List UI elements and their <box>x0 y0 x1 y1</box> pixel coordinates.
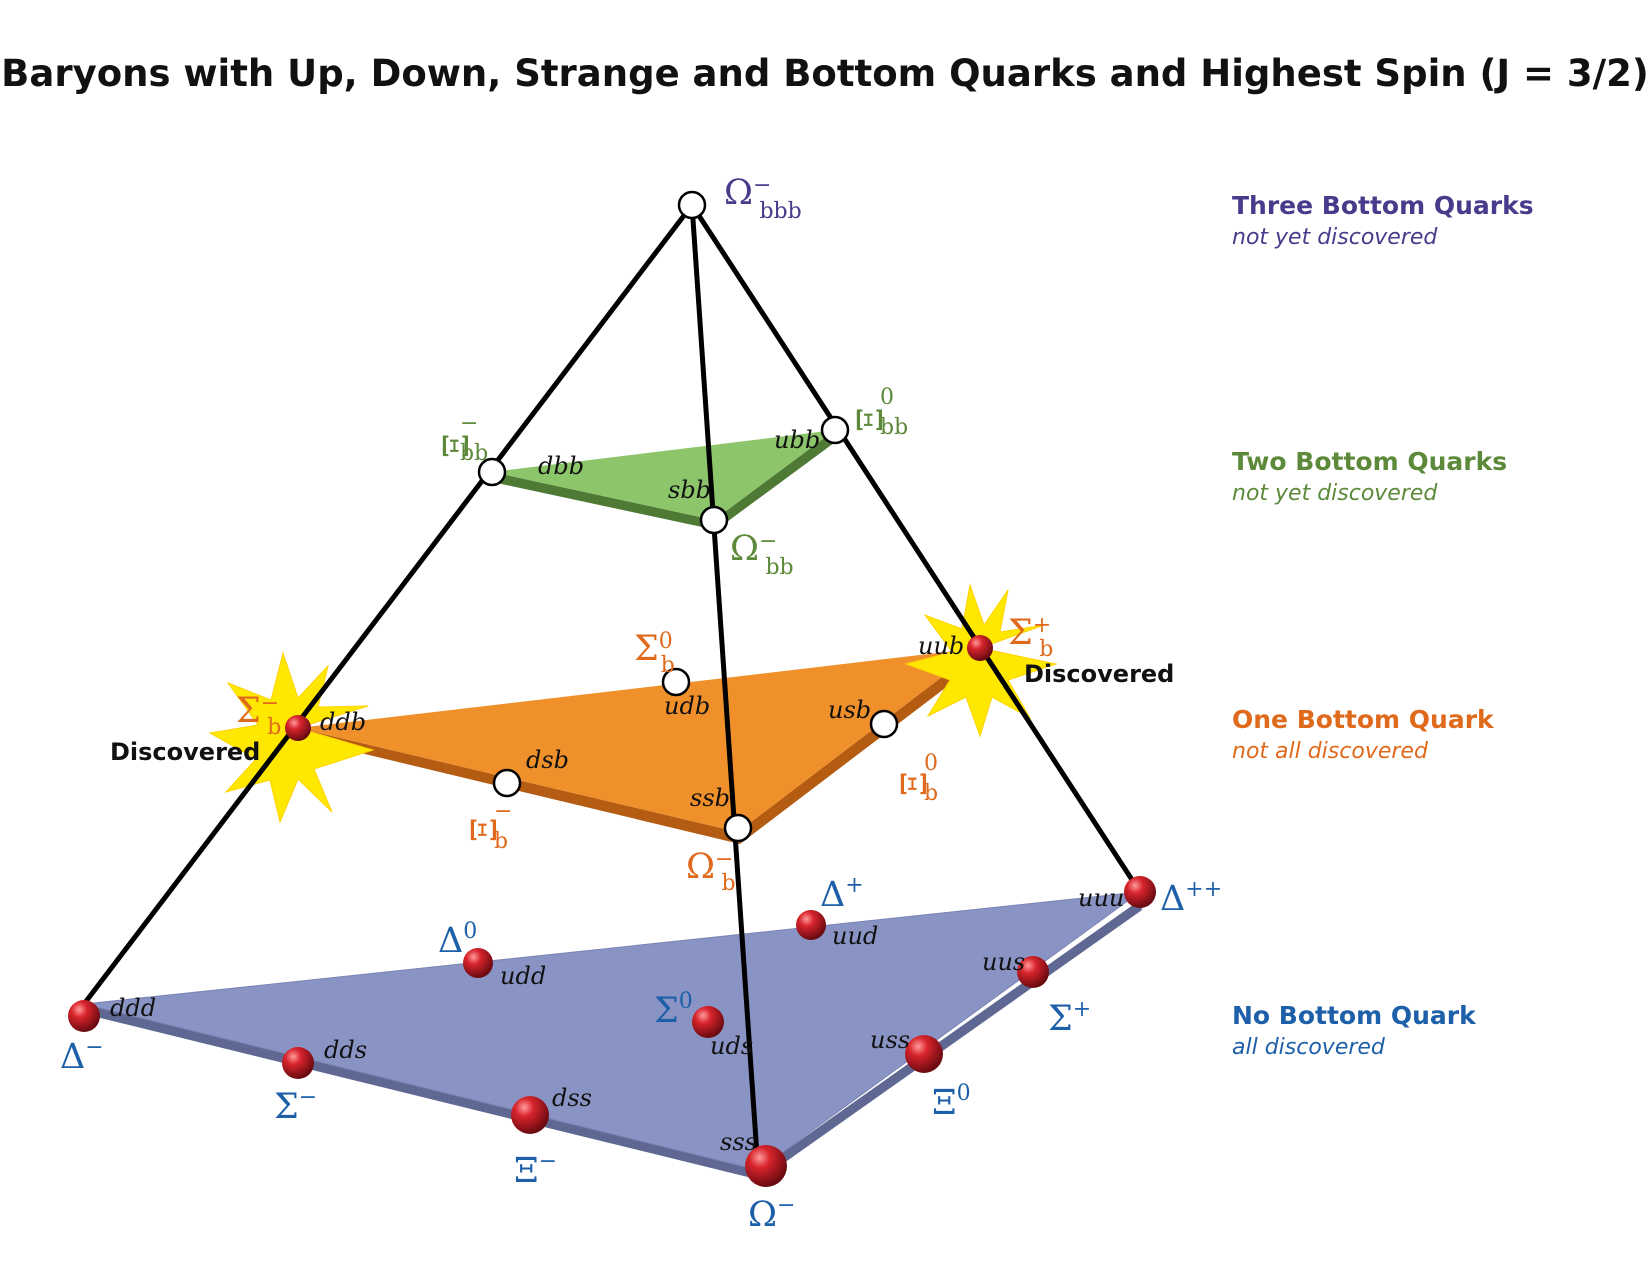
xi-b-minus-symbol: Ξ <box>465 817 505 842</box>
edge-left <box>81 202 695 1007</box>
node-sigma-b-zero <box>661 667 691 697</box>
node-omega-b <box>723 813 753 843</box>
quark-label-uuu: uuu <box>1078 884 1124 912</box>
particle-label-sigma-zero: Σ0 <box>654 989 693 1031</box>
node-sigma-minus <box>282 1047 314 1079</box>
quark-label-dbb: dbb <box>538 452 584 480</box>
quark-label-dsb: dsb <box>526 746 569 774</box>
quark-label-uus: uus <box>982 948 1025 976</box>
particle-label-sigma-b-plus: Σ+ b <box>1008 613 1053 662</box>
legend-heading-three-bottom: Three Bottom Quarks <box>1232 191 1534 220</box>
particle-label-delta-plusplus: Δ++ <box>1160 877 1222 919</box>
quark-label-ssb: ssb <box>690 784 730 812</box>
particle-label-xi-b-minus-group: Ξ − b <box>465 799 512 854</box>
edge-right <box>689 202 1143 895</box>
xi-bb-minus-sup: − <box>460 411 478 436</box>
pyramid-edges <box>81 202 1143 1173</box>
node-sigma-b-plus <box>967 635 993 661</box>
quark-label-uub: uub <box>918 632 964 660</box>
plane-no-bottom <box>83 891 1142 1180</box>
particle-label-sigma-b-minus: Σ− b <box>236 691 281 740</box>
node-xi-bb-zero <box>820 415 850 445</box>
node-xi-b-zero <box>869 709 899 739</box>
node-omega-bb <box>699 505 729 535</box>
node-omega-minus <box>745 1145 787 1187</box>
xi-bb-minus-symbol: Ξ <box>437 433 477 458</box>
node-omega-bbb <box>677 190 707 220</box>
particle-label-omega-minus: Ω− <box>748 1193 795 1235</box>
particle-label-omega-bbb: Ω− bbb <box>724 173 802 224</box>
node-sigma-plus <box>1017 956 1049 988</box>
xi-b-zero-symbol: Ξ <box>895 771 935 796</box>
particle-label-xi-zero: Ξ0 <box>932 1081 971 1123</box>
legend-heading-one-bottom: One Bottom Quark <box>1232 705 1495 734</box>
particle-label-xi-minus: Ξ− <box>514 1149 557 1191</box>
node-xi-b-minus <box>492 768 522 798</box>
legend-status-one-bottom: not all discovered <box>1232 739 1429 764</box>
node-xi-zero <box>905 1035 943 1073</box>
quark-label-uud: uud <box>832 922 878 950</box>
legend-status-three-bottom: not yet discovered <box>1232 225 1438 250</box>
node-xi-minus <box>511 1096 549 1134</box>
quark-label-ubb: ubb <box>774 426 820 454</box>
particle-label-sigma-minus: Σ− <box>274 1085 317 1127</box>
quark-label-udd: udd <box>500 962 546 990</box>
particle-label-omega-bb: Ω− bb <box>730 529 794 580</box>
particle-label-omega-b: Ω− b <box>686 847 736 896</box>
quark-label-uds: uds <box>710 1032 753 1060</box>
edge-middle <box>689 202 761 1173</box>
quark-label-sss: sss <box>720 1128 757 1156</box>
plane-two-bottom <box>492 430 838 530</box>
plane-one-bottom <box>298 648 982 844</box>
xi-b-minus-sub: b <box>494 829 508 854</box>
legend: Three Bottom Quarks not yet discovered T… <box>1232 191 1534 1060</box>
particle-label-delta-minus: Δ− <box>60 1035 104 1077</box>
quark-label-ddb: ddb <box>320 708 366 736</box>
node-delta-zero <box>463 948 493 978</box>
xi-bb-zero-sup: 0 <box>880 385 894 410</box>
quark-label-uss: uss <box>870 1026 910 1054</box>
xi-bb-zero-sub: bb <box>880 415 908 440</box>
node-sigma-zero <box>692 1006 724 1038</box>
xi-b-zero-sup: 0 <box>924 751 938 776</box>
particle-label-xi-bb-minus-group: Ξ − bb <box>437 411 488 466</box>
quark-label-dss: dss <box>552 1084 592 1112</box>
node-sigma-b-minus <box>285 715 311 741</box>
node-delta-minus <box>68 1000 100 1032</box>
quark-label-sbb: sbb <box>668 476 711 504</box>
node-delta-plusplus <box>1124 876 1156 908</box>
particle-label-xi-b-zero-group: Ξ 0 b <box>895 751 938 806</box>
particle-label-sigma-plus: Σ+ <box>1048 997 1091 1039</box>
xi-bb-zero-symbol: Ξ <box>851 407 891 432</box>
quark-label-ddd: ddd <box>110 994 156 1022</box>
quark-label-usb: usb <box>828 696 871 724</box>
xi-b-zero-sub: b <box>924 781 938 806</box>
node-delta-plus <box>796 910 826 940</box>
legend-heading-two-bottom: Two Bottom Quarks <box>1232 447 1507 476</box>
discovered-label-right: Discovered <box>1024 660 1174 688</box>
particle-label-delta-plus: Δ+ <box>820 873 864 915</box>
particle-label-delta-zero: Δ0 <box>438 919 477 961</box>
legend-status-two-bottom: not yet discovered <box>1232 481 1438 506</box>
legend-heading-no-bottom: No Bottom Quark <box>1232 1001 1477 1030</box>
discovered-label-left: Discovered <box>110 738 260 766</box>
xi-b-minus-sup: − <box>494 799 512 824</box>
quark-label-udb: udb <box>664 692 710 720</box>
particle-label-sigma-b-zero: Σ0 b <box>634 629 675 678</box>
xi-bb-minus-sub: bb <box>460 441 488 466</box>
quark-label-dds: dds <box>324 1036 367 1064</box>
node-xi-bb-minus <box>477 457 507 487</box>
diagram-title: Baryons with Up, Down, Strange and Botto… <box>1 52 1649 95</box>
legend-status-no-bottom: all discovered <box>1232 1035 1386 1060</box>
particle-label-xi-bb-zero-group: Ξ 0 bb <box>851 385 908 440</box>
